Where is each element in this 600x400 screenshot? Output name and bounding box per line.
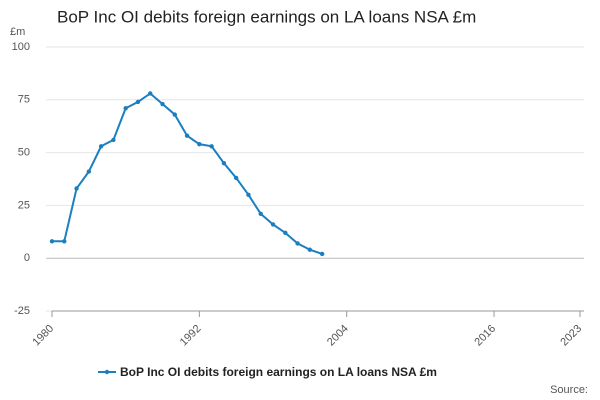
x-tick-label: 2016 <box>472 323 498 349</box>
x-tick-label: 2004 <box>325 323 351 349</box>
y-axis-label: £m <box>10 26 25 38</box>
point <box>49 239 55 244</box>
point <box>283 230 288 236</box>
legend-marker <box>104 369 110 375</box>
point <box>148 91 153 96</box>
y-tick-label: -25 <box>14 305 30 317</box>
line-series <box>52 92 323 255</box>
point <box>62 239 67 244</box>
point <box>233 175 239 181</box>
source: Source: <box>550 384 588 396</box>
point <box>74 186 79 191</box>
point <box>307 247 313 252</box>
x-tick-label: 2023 <box>558 323 584 349</box>
point <box>184 133 190 138</box>
legend-label: BoP Inc OI debits foreign earnings on LA… <box>120 365 437 379</box>
point <box>86 169 92 174</box>
point <box>172 112 177 117</box>
y-tick-label: 50 <box>18 147 30 159</box>
x-tick-label: 1992 <box>178 323 204 349</box>
point <box>123 106 128 111</box>
point <box>221 160 227 166</box>
point <box>160 101 165 107</box>
point <box>197 141 202 147</box>
point <box>258 211 263 217</box>
point <box>98 144 104 149</box>
point <box>270 222 276 227</box>
point <box>135 99 141 105</box>
point <box>246 192 251 198</box>
point <box>295 241 300 246</box>
point <box>209 144 214 149</box>
point <box>319 251 325 257</box>
chart-title: BoP Inc OI debits foreign earnings on LA… <box>57 7 476 26</box>
point <box>111 137 116 143</box>
y-tick-label: 100 <box>12 41 30 53</box>
x-tick-label: 1980 <box>30 323 56 349</box>
y-tick-label: 75 <box>18 94 30 106</box>
y-tick-label: 25 <box>18 199 30 211</box>
y-tick-label: 0 <box>24 252 30 264</box>
